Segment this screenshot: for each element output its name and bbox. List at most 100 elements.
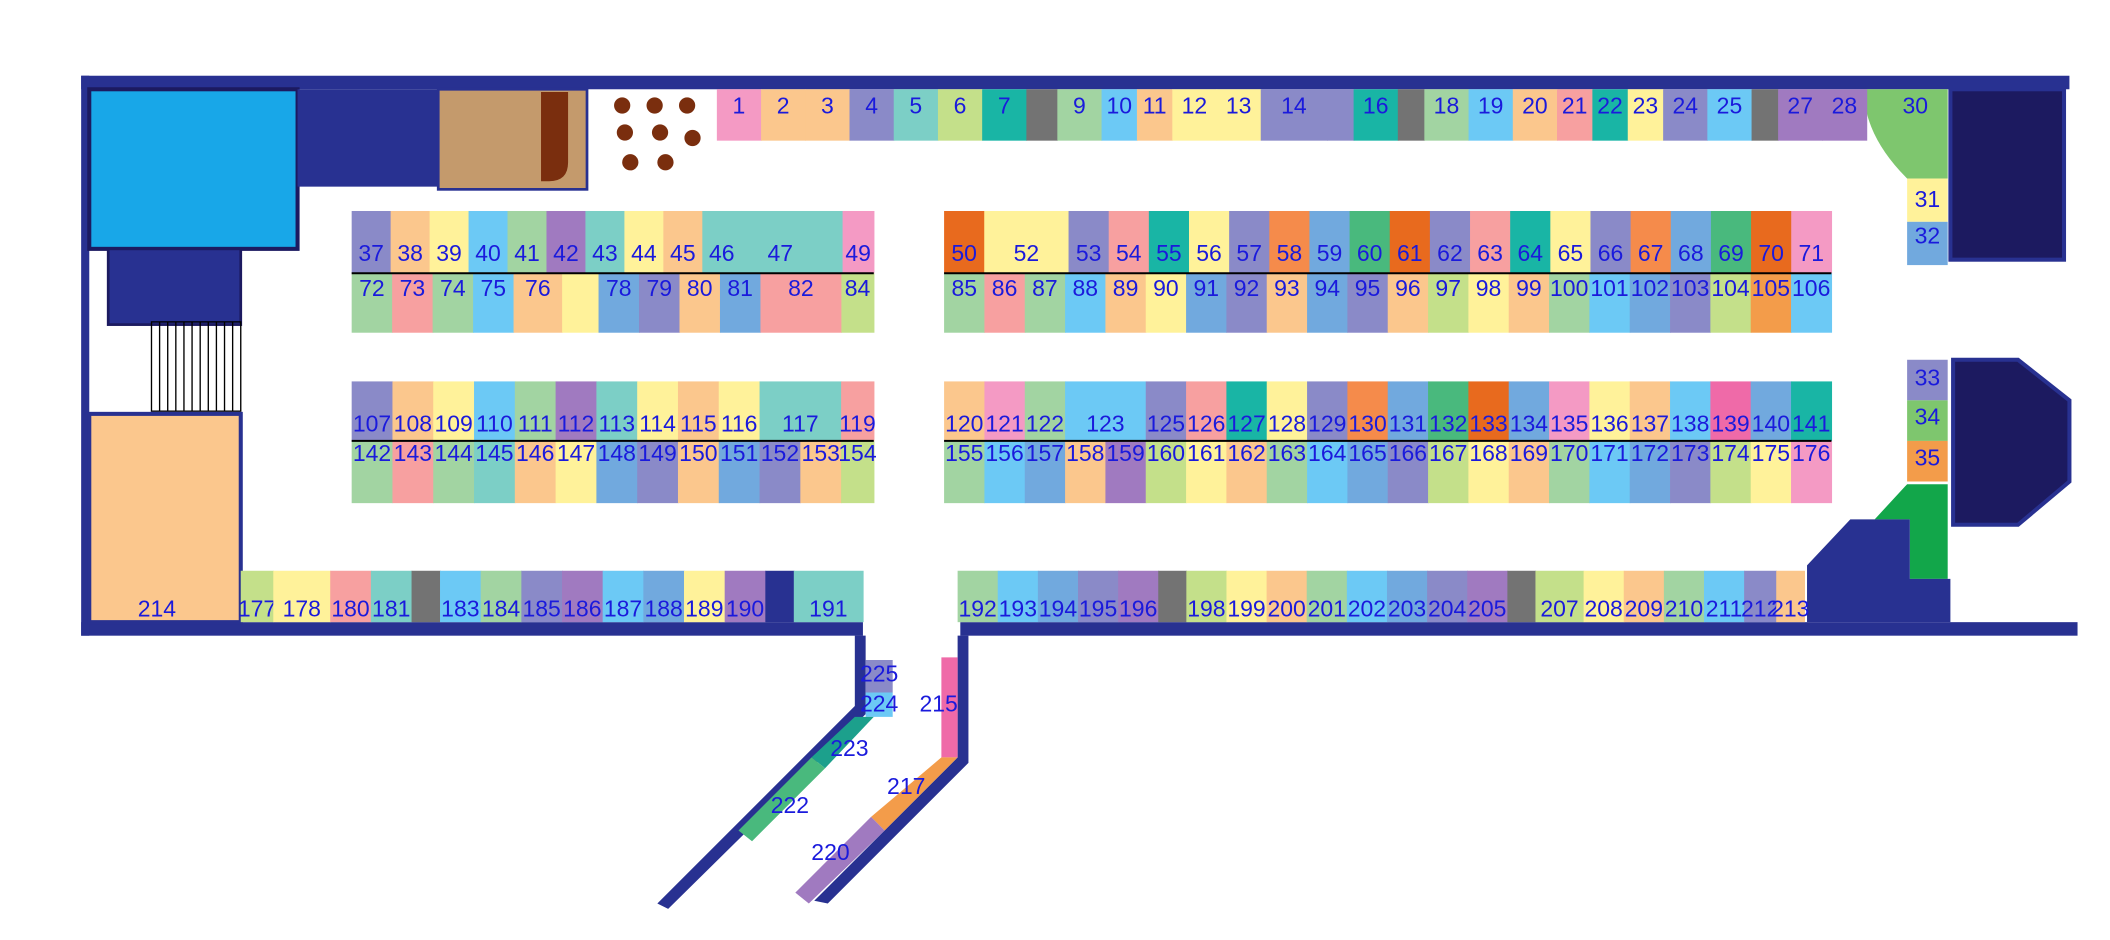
stall-7[interactable]	[982, 89, 1028, 141]
stall-115[interactable]	[677, 381, 720, 441]
stall-13[interactable]	[1216, 89, 1262, 141]
stall-123[interactable]	[1065, 381, 1147, 441]
stall-196[interactable]	[1118, 570, 1159, 623]
stall-177[interactable]	[240, 570, 274, 623]
stall-44[interactable]	[624, 210, 665, 274]
stall-149[interactable]	[637, 440, 679, 504]
stall-35[interactable]	[1907, 440, 1948, 482]
stall-53[interactable]	[1068, 210, 1110, 274]
stall-164[interactable]	[1307, 440, 1349, 504]
stall-225[interactable]	[865, 660, 893, 693]
stall-121[interactable]	[984, 381, 1026, 441]
stall-153[interactable]	[800, 440, 842, 504]
stall-18[interactable]	[1424, 89, 1470, 141]
stall-138[interactable]	[1670, 381, 1712, 441]
stall-127[interactable]	[1226, 381, 1268, 441]
stall-200[interactable]	[1266, 570, 1308, 623]
stall-223[interactable]	[811, 716, 874, 769]
stall-148[interactable]	[596, 440, 638, 504]
stall-183[interactable]	[440, 570, 482, 623]
stall-176[interactable]	[1791, 440, 1833, 504]
stall-76[interactable]	[513, 273, 563, 333]
stall-74[interactable]	[432, 273, 474, 333]
stall-136[interactable]	[1589, 381, 1631, 441]
stall-193[interactable]	[997, 570, 1039, 623]
stall-210[interactable]	[1663, 570, 1705, 623]
stall-61[interactable]	[1389, 210, 1431, 274]
stall-139[interactable]	[1710, 381, 1752, 441]
stall-116[interactable]	[718, 381, 761, 441]
stall-60[interactable]	[1349, 210, 1391, 274]
stall-97[interactable]	[1428, 273, 1470, 333]
stall-95[interactable]	[1347, 273, 1389, 333]
stall-120[interactable]	[944, 381, 986, 441]
stall-59[interactable]	[1309, 210, 1351, 274]
stall-203[interactable]	[1386, 570, 1428, 623]
stall-165[interactable]	[1347, 440, 1389, 504]
stall-31[interactable]	[1907, 178, 1948, 222]
stall-125[interactable]	[1145, 381, 1187, 441]
stall-213[interactable]	[1776, 570, 1805, 623]
stall-91[interactable]	[1186, 273, 1228, 333]
stall-134[interactable]	[1508, 381, 1550, 441]
stall-1[interactable]	[716, 89, 762, 141]
stall-85[interactable]	[944, 273, 986, 333]
stall-69[interactable]	[1710, 210, 1752, 274]
stall-54[interactable]	[1108, 210, 1150, 274]
stall-111[interactable]	[514, 381, 557, 441]
stall-62[interactable]	[1429, 210, 1471, 274]
stall-205[interactable]	[1467, 570, 1509, 623]
stall-208[interactable]	[1583, 570, 1625, 623]
stall-109[interactable]	[433, 381, 475, 441]
stall-99[interactable]	[1508, 273, 1550, 333]
stall-190[interactable]	[724, 570, 767, 623]
stall-27[interactable]	[1778, 89, 1823, 141]
stall-220[interactable]	[795, 816, 885, 904]
stall-67[interactable]	[1630, 210, 1672, 274]
stall-89[interactable]	[1105, 273, 1147, 333]
stall-132[interactable]	[1428, 381, 1470, 441]
stall-50[interactable]	[944, 210, 985, 274]
stall-106[interactable]	[1791, 273, 1833, 333]
stall-211[interactable]	[1704, 570, 1745, 623]
stall-185[interactable]	[521, 570, 563, 623]
stall-167[interactable]	[1428, 440, 1470, 504]
stall-86[interactable]	[984, 273, 1026, 333]
stall-21[interactable]	[1557, 89, 1594, 141]
stall-162[interactable]	[1226, 440, 1268, 504]
stall-128[interactable]	[1266, 381, 1308, 441]
stall-141[interactable]	[1791, 381, 1833, 441]
stall-160[interactable]	[1145, 440, 1187, 504]
stall-24[interactable]	[1663, 89, 1709, 141]
stall-181[interactable]	[370, 570, 413, 623]
stall-186[interactable]	[562, 570, 604, 623]
stall-70[interactable]	[1751, 210, 1792, 274]
stall-45[interactable]	[663, 210, 704, 274]
stall-143[interactable]	[392, 440, 434, 504]
stall-174[interactable]	[1710, 440, 1752, 504]
stall-157[interactable]	[1024, 440, 1066, 504]
stall-2[interactable]	[761, 89, 806, 141]
stall-126[interactable]	[1186, 381, 1228, 441]
stall-191[interactable]	[793, 570, 864, 623]
stall-98[interactable]	[1468, 273, 1510, 333]
stall-102[interactable]	[1629, 273, 1671, 333]
stall-75[interactable]	[473, 273, 515, 333]
stall-65[interactable]	[1550, 210, 1592, 274]
stall-114[interactable]	[637, 381, 679, 441]
stall-34[interactable]	[1907, 400, 1948, 441]
stall-84[interactable]	[841, 273, 875, 333]
stall-12[interactable]	[1172, 89, 1218, 141]
stall-81[interactable]	[719, 273, 762, 333]
stall-131[interactable]	[1387, 381, 1429, 441]
stall-209[interactable]	[1623, 570, 1665, 623]
stall-79[interactable]	[639, 273, 681, 333]
stall-110[interactable]	[474, 381, 516, 441]
stall-122[interactable]	[1024, 381, 1066, 441]
stall-46[interactable]	[702, 210, 742, 274]
stall-129[interactable]	[1307, 381, 1349, 441]
stall-80[interactable]	[679, 273, 721, 333]
stall-201[interactable]	[1306, 570, 1348, 623]
stall-94[interactable]	[1307, 273, 1349, 333]
stall-147[interactable]	[555, 440, 598, 504]
